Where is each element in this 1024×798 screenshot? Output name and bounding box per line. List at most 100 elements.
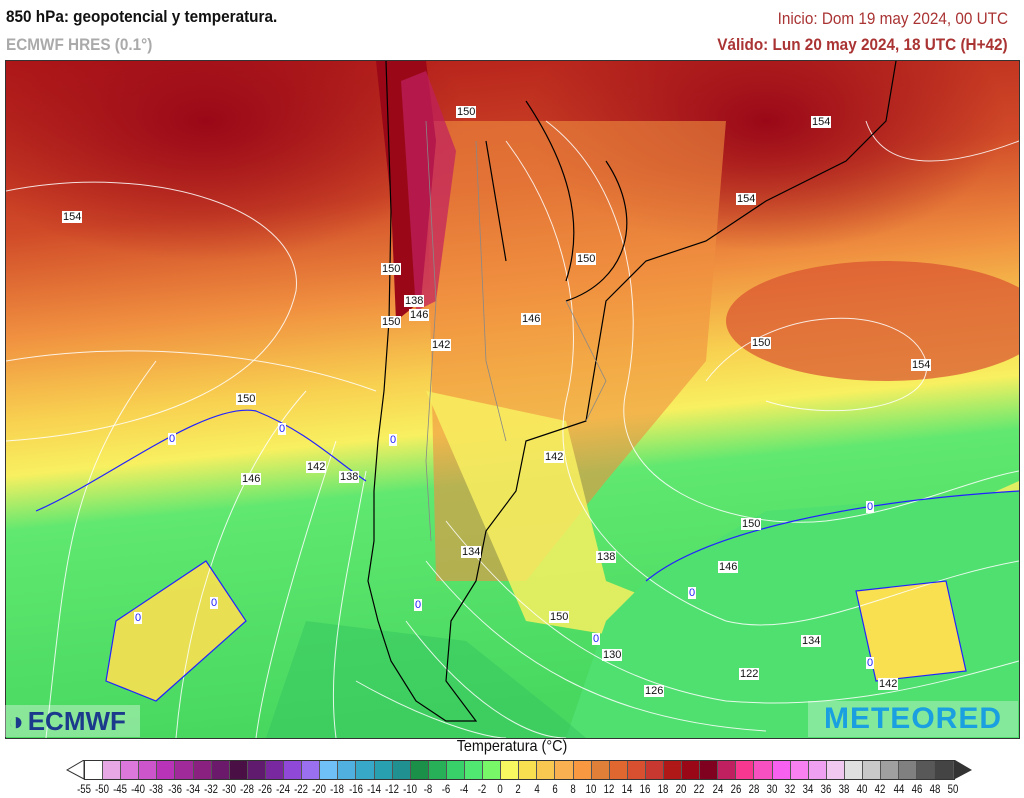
- freezing-label: 0: [134, 612, 143, 624]
- colorbar-label: -32: [203, 782, 218, 796]
- colorbar-label: 42: [875, 782, 886, 796]
- colorbar-swatch: [573, 761, 592, 779]
- freezing-label: 0: [866, 657, 875, 669]
- contour-label: 138: [596, 551, 617, 563]
- contour-label: 146: [521, 313, 542, 325]
- freezing-label: 0: [278, 423, 287, 435]
- contour-label: 150: [741, 518, 762, 530]
- weather-map[interactable]: 154 150 150 154 154 150 150 150 146 142 150 154 150 1…: [5, 60, 1020, 739]
- colorbar-swatch: [591, 761, 610, 779]
- colorbar-swatch: [265, 761, 285, 779]
- temperature-field: [6, 61, 1019, 738]
- freezing-label: 0: [168, 433, 177, 445]
- colorbar-label: 20: [675, 782, 687, 796]
- colorbar-swatch: [501, 761, 520, 779]
- colorbar-label: -6: [441, 782, 451, 796]
- colorbar-swatch: [392, 761, 411, 779]
- contour-label: 150: [236, 393, 257, 405]
- colorbar-over-arrow: [954, 760, 972, 779]
- colorbar-label: -22: [294, 782, 309, 796]
- colorbar-label: -50: [95, 782, 110, 796]
- contour-label: 146: [409, 309, 430, 321]
- colorbar-label: 2: [515, 782, 522, 796]
- borders: [425, 120, 607, 542]
- colorbar-title: Temperatura (°C): [456, 738, 568, 755]
- freezing-label: 0: [210, 597, 219, 609]
- colorbar-swatch: [157, 761, 176, 779]
- colorbar-swatch: [609, 761, 628, 779]
- init-time: Inicio: Dom 19 may 2024, 00 UTC: [777, 9, 1008, 28]
- colorbar-swatch: [736, 761, 755, 779]
- colorbar-label: -28: [239, 782, 254, 796]
- colorbar-label: 22: [694, 782, 705, 796]
- ecmwf-logo: ◑ ECMWF: [4, 705, 140, 737]
- freezing-label: 0: [866, 501, 875, 513]
- geopotential-contours: [6, 120, 1019, 738]
- contour-label: 150: [456, 106, 477, 118]
- colorbar-swatch: [211, 761, 230, 779]
- colorbar-swatch: [645, 761, 664, 779]
- contour-label: 138: [339, 471, 360, 483]
- colorbar-label: 18: [657, 782, 669, 796]
- colorbar-swatch: [664, 761, 683, 779]
- contour-label: 150: [751, 337, 772, 349]
- colorbar-label: 12: [603, 782, 615, 796]
- colorbar-swatch: [284, 761, 303, 779]
- colorbar-label: -55: [77, 782, 91, 796]
- colorbar-swatch: [808, 761, 827, 779]
- colorbar-label: 34: [802, 782, 814, 796]
- valid-time: Válido: Lun 20 may 2024, 18 UTC (H+42): [717, 35, 1008, 54]
- colorbar-label: 14: [621, 782, 633, 796]
- colorbar-label: 38: [838, 782, 850, 796]
- model-name: ECMWF HRES (0.1°): [6, 35, 153, 54]
- colorbar-swatch: [863, 761, 882, 779]
- contour-label: 154: [811, 116, 832, 128]
- colorbar-swatch: [627, 761, 646, 779]
- colorbar-label: 50: [947, 782, 959, 796]
- contour-label: 142: [431, 339, 452, 351]
- colorbar-swatch: [826, 761, 845, 779]
- contour-label: 138: [404, 295, 425, 307]
- colorbar-label: -20: [312, 782, 327, 796]
- colorbar-swatch: [175, 761, 194, 779]
- freezing-label: 0: [592, 633, 601, 645]
- colorbar-label: -40: [131, 782, 146, 796]
- colorbar-label: -8: [423, 782, 433, 796]
- colorbar-swatch: [881, 761, 900, 779]
- meteored-logo-text: METEORED: [823, 702, 1002, 735]
- freezing-label: 0: [389, 434, 398, 446]
- colorbar-swatch: [247, 761, 266, 779]
- ecmwf-logo-icon: ◑: [8, 705, 24, 736]
- colorbar-under-arrow: [66, 760, 85, 780]
- colorbar-swatch: [428, 761, 447, 779]
- contour-label: 150: [549, 611, 570, 623]
- colorbar-label: 32: [784, 782, 796, 796]
- colorbar-label: 28: [748, 782, 760, 796]
- contour-label: 142: [306, 461, 327, 473]
- contour-label: 134: [461, 546, 482, 558]
- colorbar-swatch: [302, 761, 321, 779]
- colorbar-swatch: [139, 761, 158, 779]
- colorbar-label: 26: [730, 782, 741, 796]
- colorbar-swatch: [229, 761, 248, 779]
- colorbar-swatch: [446, 761, 465, 779]
- colorbar-swatch: [917, 761, 936, 779]
- colorbar-swatch: [555, 761, 574, 779]
- colorbar-label: 8: [570, 782, 576, 796]
- colorbar-label: -30: [221, 782, 236, 796]
- contour-label: 150: [381, 263, 402, 275]
- colorbar-swatch: [374, 761, 393, 779]
- ecmwf-logo-text: ECMWF: [27, 705, 126, 736]
- contour-label: 146: [241, 473, 262, 485]
- colorbar-label: 46: [911, 782, 922, 796]
- colorbar-swatch: [121, 761, 140, 779]
- colorbar-swatch: [718, 761, 737, 779]
- contour-label: 122: [739, 668, 760, 680]
- colorbar-label: -45: [113, 782, 128, 796]
- freezing-label: 0: [688, 587, 697, 599]
- colorbar-label: 36: [820, 782, 832, 796]
- colorbar-label: -26: [258, 782, 272, 796]
- colorbar-label: -18: [330, 782, 345, 796]
- contour-label: 154: [911, 359, 932, 371]
- colorbar-swatch: [193, 761, 212, 779]
